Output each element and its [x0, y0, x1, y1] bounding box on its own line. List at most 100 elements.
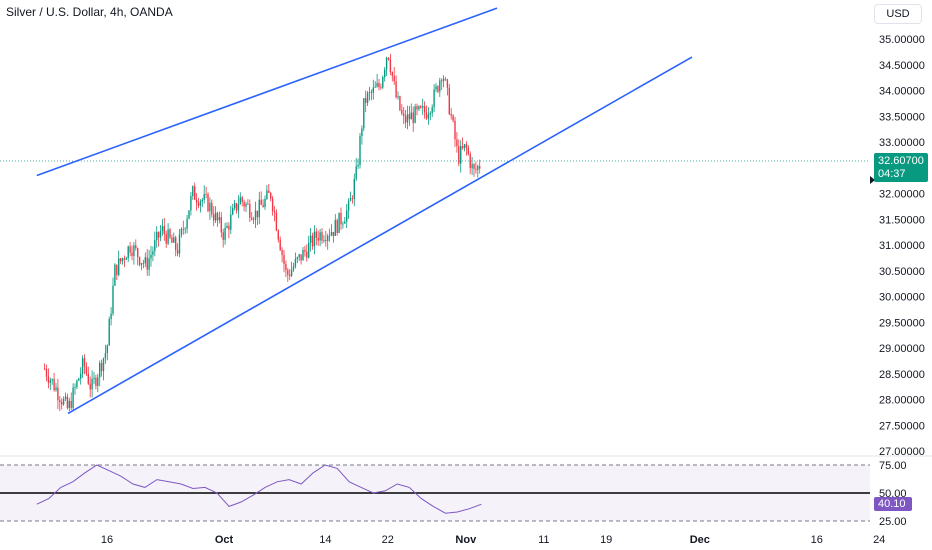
candle-body	[80, 373, 82, 379]
candle-body	[319, 232, 321, 241]
candle-body	[220, 217, 222, 233]
candle-body	[159, 231, 162, 238]
candle-body	[226, 225, 228, 228]
candle-body	[99, 363, 101, 378]
trendline-lower-channel	[67, 56, 693, 415]
time-tick-label: Nov	[455, 534, 477, 546]
candle-body	[85, 366, 88, 374]
candle-body	[374, 86, 376, 88]
price-tick-label: 27.50000	[879, 420, 925, 432]
rsi-series	[36, 464, 482, 514]
time-tick-label: 11	[538, 534, 549, 546]
candle-body	[353, 178, 355, 199]
candle-body	[346, 210, 348, 222]
candle-body	[140, 263, 143, 265]
candle-body	[376, 83, 378, 87]
candle-body	[448, 87, 450, 115]
candle-body	[403, 113, 405, 116]
rsi-tick-label: 25.00	[879, 516, 907, 528]
candle-body	[406, 114, 409, 123]
candle-body	[235, 203, 238, 211]
candle-body	[349, 198, 352, 202]
candle-body	[446, 79, 449, 88]
candle-body	[216, 212, 219, 221]
candle-body	[378, 83, 380, 87]
candle-body	[368, 92, 371, 93]
candle-body	[363, 98, 365, 129]
trendline-upper-channel	[36, 7, 498, 177]
price-tick-label: 30.00000	[879, 292, 925, 304]
candle-body	[116, 264, 118, 275]
candle-body	[273, 210, 276, 213]
candle-body	[338, 212, 340, 233]
candle-body	[385, 57, 388, 70]
candle-body	[460, 146, 462, 164]
candle-body	[171, 237, 173, 243]
candle-body	[258, 199, 260, 218]
candle-body	[211, 202, 213, 215]
candle-body	[112, 285, 114, 314]
price-tick-label: 31.50000	[879, 214, 925, 226]
candle-body	[125, 258, 127, 260]
candle-body	[91, 378, 93, 390]
candle-body	[283, 254, 285, 264]
candle-body	[442, 78, 445, 82]
candle-body	[251, 217, 253, 220]
candle-body	[237, 204, 240, 211]
candle-body	[197, 202, 200, 206]
candle-body	[422, 106, 424, 108]
candle-body	[186, 218, 188, 229]
candle-body	[194, 186, 196, 200]
current-price-value: 32.60700	[878, 155, 924, 167]
candle-body	[161, 226, 164, 232]
time-tick-label: 14	[319, 534, 331, 546]
candle-body	[188, 210, 190, 219]
candle-body	[252, 219, 255, 221]
candle-body	[209, 202, 211, 211]
price-axis: 35.00000 34.50000 34.00000 33.50000 33.00000…	[879, 34, 925, 458]
candle-body	[108, 319, 110, 346]
price-tick-label: 27.00000	[879, 446, 925, 458]
price-tick-label: 29.00000	[879, 343, 925, 355]
price-tick-label: 32.00000	[879, 189, 925, 201]
candle-body	[93, 377, 95, 379]
candle-body	[366, 92, 369, 103]
price-tick-label: 34.50000	[879, 60, 925, 72]
candle-body	[78, 378, 80, 381]
candle-body	[294, 258, 297, 267]
candle-body	[254, 210, 257, 220]
candle-body	[277, 230, 279, 240]
candle-body	[351, 198, 354, 199]
candle-body	[66, 396, 69, 408]
candle-body	[412, 112, 414, 123]
candle-body	[382, 77, 384, 88]
candle-body	[142, 263, 145, 264]
price-pointer-icon	[870, 176, 875, 184]
candle-body	[292, 266, 295, 270]
candle-body	[53, 379, 55, 391]
candle-body	[399, 96, 401, 111]
candle-body	[102, 358, 105, 372]
candle-body	[456, 139, 458, 147]
candle-body	[302, 249, 304, 261]
candle-body	[205, 194, 207, 195]
candle-body	[146, 257, 148, 270]
currency-button[interactable]: USD	[874, 4, 922, 24]
candle-body	[243, 201, 245, 207]
price-tick-label: 34.00000	[879, 86, 925, 98]
price-tick-label: 35.00000	[879, 34, 925, 46]
candle-body	[467, 147, 469, 155]
candle-body	[129, 246, 131, 253]
candle-body	[127, 246, 129, 259]
time-tick-label: 16	[101, 534, 113, 546]
candle-body	[395, 81, 397, 98]
candle-body	[323, 240, 325, 241]
candle-body	[230, 214, 232, 230]
candle-body	[365, 98, 367, 103]
candle-body	[389, 59, 392, 73]
candle-body	[357, 164, 359, 167]
candle-body	[59, 400, 61, 403]
price-tick-label: 31.00000	[879, 240, 925, 252]
candle-body	[114, 264, 116, 286]
